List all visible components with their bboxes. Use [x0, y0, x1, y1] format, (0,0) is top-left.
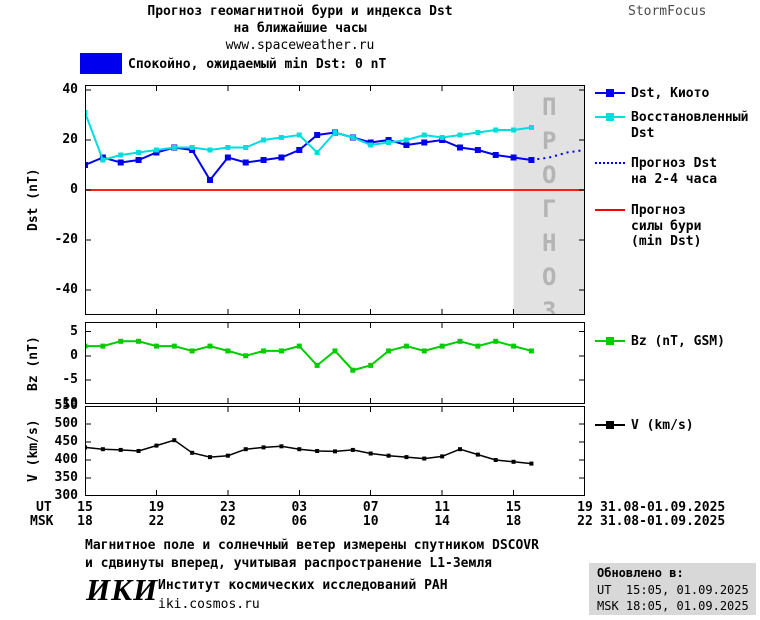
- x-tick-label: 22: [577, 514, 593, 529]
- page-subtitle: на ближайшие часы: [233, 21, 367, 36]
- ut-date-range: 31.08-01.09.2025: [600, 500, 726, 515]
- updated-box: Обновлено в: UT 15:05, 01.09.2025 MSK 18…: [589, 563, 756, 615]
- dst-axis-label: Dst (nT): [26, 168, 41, 231]
- legend-label-restored-dst: Восстановленный Dst: [631, 110, 749, 141]
- svg-text:Р: Р: [542, 127, 556, 155]
- x-tick-label: 19: [577, 500, 593, 515]
- x-tick-label: 14: [434, 514, 450, 529]
- x-tick-label: 15: [505, 500, 522, 515]
- x-tick-label: 11: [434, 500, 450, 515]
- msk-date-range: 31.08-01.09.2025: [600, 514, 726, 529]
- bz-chart: [85, 322, 585, 404]
- legend-item-v: V (km/s): [595, 418, 760, 434]
- legend-label-bz: Bz (nT, GSM): [631, 334, 725, 349]
- legend-item-restored-dst: Восстановленный Dst: [595, 110, 760, 141]
- footnote-line-1: Магнитное поле и солнечный ветер измерен…: [85, 538, 539, 553]
- updated-ut: UT 15:05, 01.09.2025: [597, 582, 749, 597]
- iki-logo: ИКИ: [86, 572, 159, 607]
- legend-item-forecast-dst: Прогноз Dst на 2-4 часа: [595, 156, 731, 187]
- v-swatch: [595, 421, 625, 430]
- website-link: www.spaceweather.ru: [225, 38, 375, 53]
- legend-label-storm-forecast: Прогноз силы бури (min Dst): [631, 203, 702, 250]
- legend-item-storm-forecast: Прогноз силы бури (min Dst): [595, 203, 721, 250]
- page-title: Прогноз геомагнитной бури и индекса Dst: [147, 4, 453, 19]
- legend-label-dst-kyoto: Dst, Киото: [631, 86, 710, 101]
- svg-text:О: О: [542, 263, 556, 291]
- x-tick-label: 22: [148, 514, 165, 529]
- svg-text:П: П: [542, 93, 556, 121]
- y-tick-label: 20: [62, 132, 78, 147]
- dst-kyoto-swatch: [595, 89, 625, 98]
- x-tick-label: 15: [77, 500, 93, 515]
- brand-label: StormFocus: [628, 4, 707, 19]
- x-tick-label: 23: [220, 500, 236, 515]
- status-swatch: [80, 53, 122, 74]
- v-axis-label: V (km/s): [26, 419, 41, 482]
- forecast-dst-swatch: [595, 159, 625, 168]
- bz-axis-label: Bz (nT): [26, 336, 41, 391]
- y-tick-label: -40: [54, 282, 78, 297]
- status-text: Спокойно, ожидаемый min Dst: 0 nT: [128, 57, 387, 72]
- x-tick-label: 19: [148, 500, 165, 515]
- restored-dst-swatch: [595, 113, 625, 122]
- svg-text:О: О: [542, 161, 556, 189]
- iki-site: iki.cosmos.ru: [158, 597, 260, 612]
- y-tick-label: -20: [54, 232, 78, 247]
- x-tick-label: 10: [362, 514, 379, 529]
- v-chart: [85, 406, 585, 496]
- x-tick-label: 18: [77, 514, 93, 529]
- x-tick-label: 07: [362, 500, 379, 515]
- svg-text:Н: Н: [542, 229, 556, 257]
- updated-title: Обновлено в:: [597, 566, 684, 580]
- storm-forecast-swatch: [595, 206, 625, 215]
- svg-text:З: З: [542, 297, 556, 315]
- x-tick-label: 06: [291, 514, 308, 529]
- ut-axis-label: UT: [36, 500, 52, 515]
- legend-item-bz: Bz (nT, GSM): [595, 334, 760, 350]
- legend-label-forecast-dst: Прогноз Dst на 2-4 часа: [631, 156, 718, 187]
- x-tick-label: 03: [291, 500, 308, 515]
- svg-text:Г: Г: [542, 195, 556, 223]
- y-tick-label: 40: [62, 82, 78, 97]
- bz-swatch: [595, 337, 625, 346]
- updated-msk: MSK 18:05, 01.09.2025: [597, 599, 749, 614]
- legend-item-dst-kyoto: Dst, Киото: [595, 86, 755, 102]
- legend-label-v: V (km/s): [631, 418, 694, 433]
- x-tick-label: 18: [505, 514, 522, 529]
- msk-axis-label: MSK: [30, 514, 54, 529]
- footnote-line-2: и сдвинуты вперед, учитывая распростране…: [85, 556, 492, 571]
- y-tick-label: -10: [54, 396, 78, 411]
- x-tick-label: 02: [220, 514, 236, 529]
- y-tick-label: 550: [54, 398, 78, 413]
- org-name: Институт космических исследований РАН: [158, 578, 448, 593]
